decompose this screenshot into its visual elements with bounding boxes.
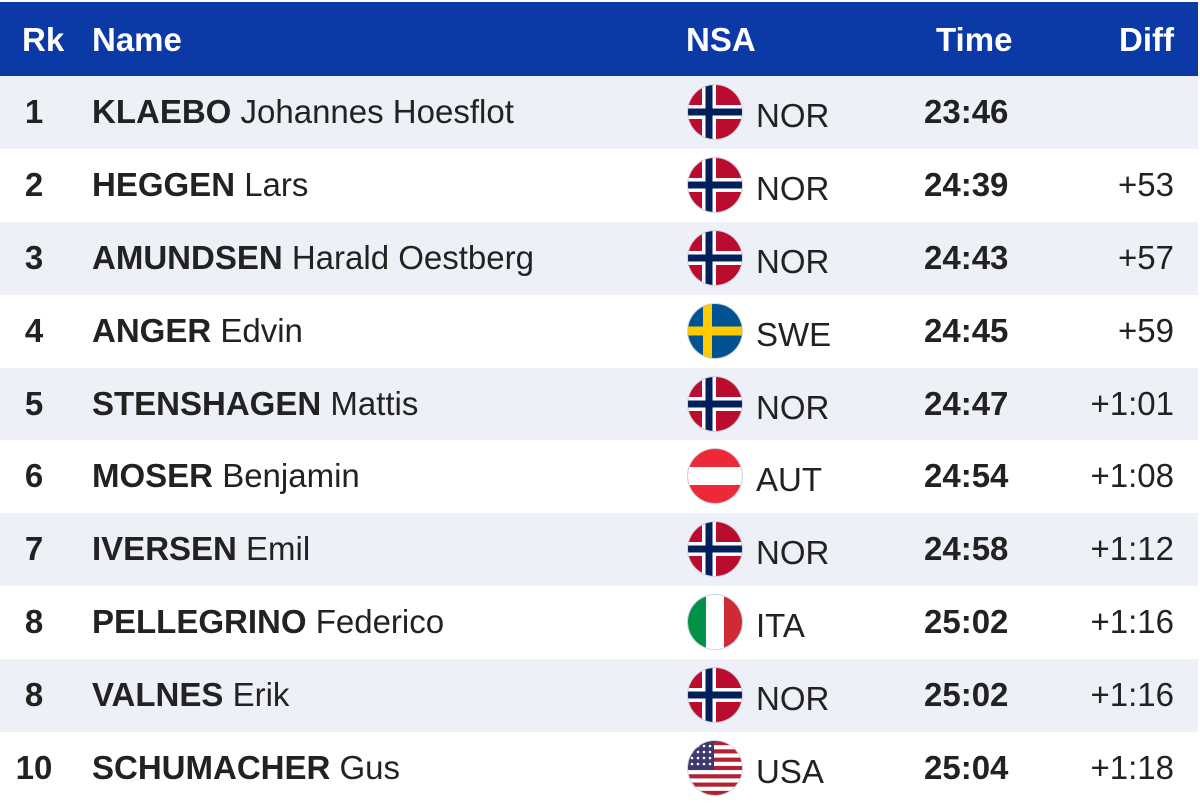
athlete-name[interactable]: STENSHAGEN Mattis [92, 384, 418, 424]
rank-cell: 3 [24, 238, 44, 276]
diff-cell: +1:01 [1090, 384, 1175, 422]
table-row[interactable]: 7 IVERSEN Emil NOR 24:58 +1:12 [0, 513, 1198, 587]
diff-cell: +1:16 [1090, 676, 1175, 714]
rank-cell: 8 [24, 603, 44, 641]
athlete-given-name: Edvin [220, 311, 303, 349]
athlete-surname: MOSER [92, 457, 214, 495]
table-row[interactable]: 3 AMUNDSEN Harald Oestberg NOR 24:43 +57 [0, 221, 1198, 295]
rank-cell: 1 [24, 93, 44, 130]
athlete-name[interactable]: ANGER Edvin [92, 311, 303, 351]
athlete-surname: IVERSEN [92, 530, 237, 568]
athlete-surname: PELLEGRINO [92, 603, 307, 641]
table-row[interactable]: 5 STENSHAGEN Mattis NOR 24:47 +1:01 [0, 367, 1198, 441]
norway-flag [688, 157, 742, 212]
nsa-code: NOR [756, 534, 830, 572]
norway-flag [688, 668, 742, 723]
rank-cell: 4 [24, 311, 44, 349]
usa-flag [688, 741, 742, 796]
header-nsa[interactable]: NSA [686, 21, 756, 58]
table-row[interactable]: 6 MOSER Benjamin AUT 24:54 +1:08 [0, 440, 1198, 514]
athlete-given-name: Emil [246, 530, 311, 568]
athlete-surname: KLAEBO [92, 93, 232, 130]
athlete-surname: STENSHAGEN [92, 384, 322, 422]
header-name[interactable]: Name [92, 21, 182, 58]
time-cell: 25:02 [924, 603, 1009, 641]
time-cell: 25:04 [924, 749, 1009, 787]
sweden-flag [688, 303, 742, 358]
athlete-given-name: Gus [339, 749, 401, 787]
nsa-code: NOR [756, 97, 830, 134]
rank-cell: 10 [15, 749, 53, 787]
table-row[interactable]: 10 SCHUMACHER Gus USA 25:04 +1:18 [0, 732, 1198, 805]
nsa-code: NOR [756, 169, 830, 207]
italy-flag [688, 595, 742, 650]
norway-flag [688, 376, 742, 431]
athlete-name[interactable]: KLAEBO Johannes Hoesflot [92, 92, 514, 132]
table-row[interactable]: 1 KLAEBO Johannes Hoesflot NOR 23:46 [0, 76, 1198, 149]
rank-cell: 6 [24, 457, 44, 495]
diff-cell: +59 [1118, 311, 1174, 349]
austria-flag [688, 449, 742, 504]
table-row[interactable]: 2 HEGGEN Lars NOR 24:39 +53 [0, 148, 1198, 222]
athlete-surname: AMUNDSEN [92, 238, 283, 276]
rank-cell: 5 [24, 384, 44, 422]
athlete-given-name: Harald Oestberg [291, 238, 534, 276]
table-row[interactable]: 8 VALNES Erik NOR 25:02 +1:16 [0, 659, 1198, 733]
time-cell: 24:47 [924, 384, 1009, 422]
diff-cell: +53 [1118, 165, 1174, 203]
nsa-code: NOR [756, 242, 830, 280]
nsa-code: ITA [756, 607, 805, 645]
header-time[interactable]: Time [936, 21, 1013, 58]
athlete-name[interactable]: MOSER Benjamin [92, 456, 360, 496]
athlete-given-name: Mattis [330, 384, 419, 422]
time-cell: 24:43 [924, 238, 1009, 276]
norway-flag [688, 522, 742, 577]
time-cell: 24:54 [924, 457, 1009, 495]
time-cell: 24:58 [924, 530, 1009, 568]
table-header: Rk Name NSA Time Diff [0, 2, 1198, 76]
table-body: 1 KLAEBO Johannes Hoesflot NOR 23:46 2 H… [0, 76, 1198, 805]
athlete-surname: SCHUMACHER [92, 749, 331, 787]
table-row[interactable]: 8 PELLEGRINO Federico ITA 25:02 +1:16 [0, 586, 1198, 660]
athlete-name[interactable]: VALNES Erik [92, 675, 289, 715]
norway-flag [688, 85, 742, 139]
rank-cell: 2 [24, 165, 44, 203]
athlete-name[interactable]: HEGGEN Lars [92, 165, 308, 205]
diff-cell: +1:18 [1090, 749, 1175, 787]
athlete-name[interactable]: AMUNDSEN Harald Oestberg [92, 238, 534, 278]
header-diff[interactable]: Diff [1119, 21, 1174, 58]
time-cell: 24:39 [924, 165, 1009, 203]
diff-cell: +1:16 [1090, 603, 1175, 641]
nsa-code: NOR [756, 680, 830, 718]
nsa-code: NOR [756, 388, 830, 426]
athlete-given-name: Erik [232, 676, 290, 714]
rank-cell: 7 [24, 530, 44, 568]
athlete-surname: VALNES [92, 676, 224, 714]
nsa-code: USA [756, 753, 824, 791]
nsa-code: AUT [756, 461, 822, 499]
athlete-given-name: Benjamin [222, 457, 360, 495]
time-cell: 24:45 [924, 311, 1009, 349]
diff-cell: +57 [1118, 238, 1174, 276]
table-row[interactable]: 4 ANGER Edvin SWE 24:45 +59 [0, 294, 1198, 368]
diff-cell: +1:08 [1090, 457, 1175, 495]
rank-cell: 8 [24, 676, 44, 714]
athlete-name[interactable]: SCHUMACHER Gus [92, 748, 400, 788]
athlete-surname: HEGGEN [92, 165, 236, 203]
header-rank[interactable]: Rk [22, 21, 65, 58]
athlete-given-name: Lars [244, 165, 309, 203]
time-cell: 25:02 [924, 676, 1009, 714]
nsa-code: SWE [756, 315, 832, 353]
diff-cell: +1:12 [1090, 530, 1175, 568]
athlete-given-name: Johannes Hoesflot [240, 93, 514, 130]
athlete-surname: ANGER [92, 311, 212, 349]
time-cell: 23:46 [924, 93, 1009, 130]
norway-flag [688, 230, 742, 285]
athlete-given-name: Federico [315, 603, 445, 641]
athlete-name[interactable]: PELLEGRINO Federico [92, 602, 444, 642]
athlete-name[interactable]: IVERSEN Emil [92, 529, 310, 569]
